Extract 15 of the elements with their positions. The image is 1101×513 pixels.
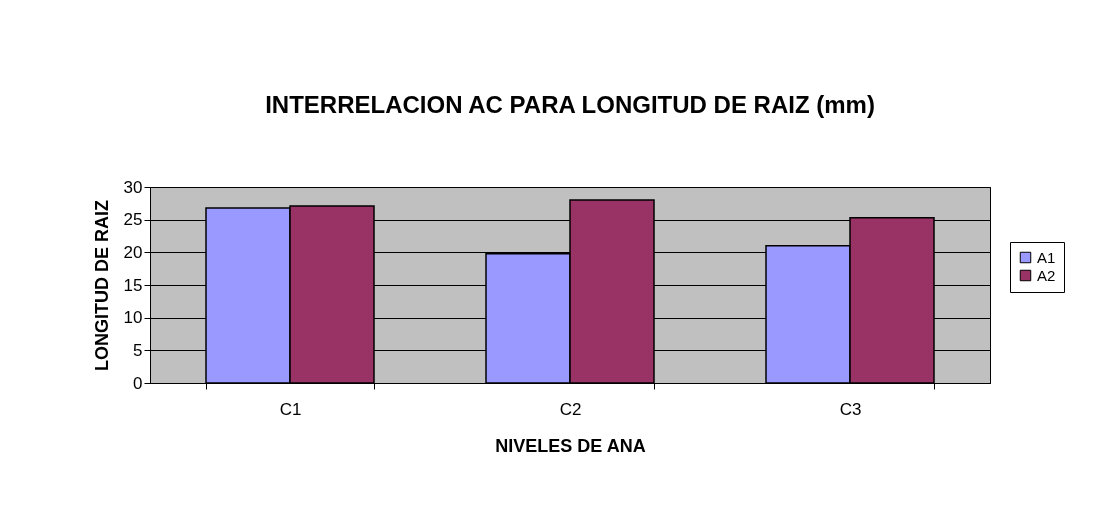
y-tick-label: 15 <box>123 275 143 295</box>
x-axis-title: NIVELES DE ANA <box>495 435 646 456</box>
y-tick-label: 30 <box>123 177 143 197</box>
x-tick-label: C1 <box>279 399 302 419</box>
y-tick-label: 25 <box>123 210 143 230</box>
y-tick-label: 20 <box>123 242 143 262</box>
legend-label: A2 <box>1037 266 1056 284</box>
x-tick-label: C3 <box>839 399 862 419</box>
y-axis-title: LONGITUD DE RAIZ <box>91 200 112 371</box>
y-tick-label: 5 <box>133 340 143 360</box>
x-tick-label: C2 <box>559 399 582 419</box>
legend-label: A1 <box>1037 248 1056 266</box>
y-tick-label: 0 <box>133 373 143 393</box>
y-tick-label: 10 <box>123 308 143 328</box>
chart-title: INTERRELACION AC PARA LONGITUD DE RAIZ (mm) <box>265 91 875 118</box>
